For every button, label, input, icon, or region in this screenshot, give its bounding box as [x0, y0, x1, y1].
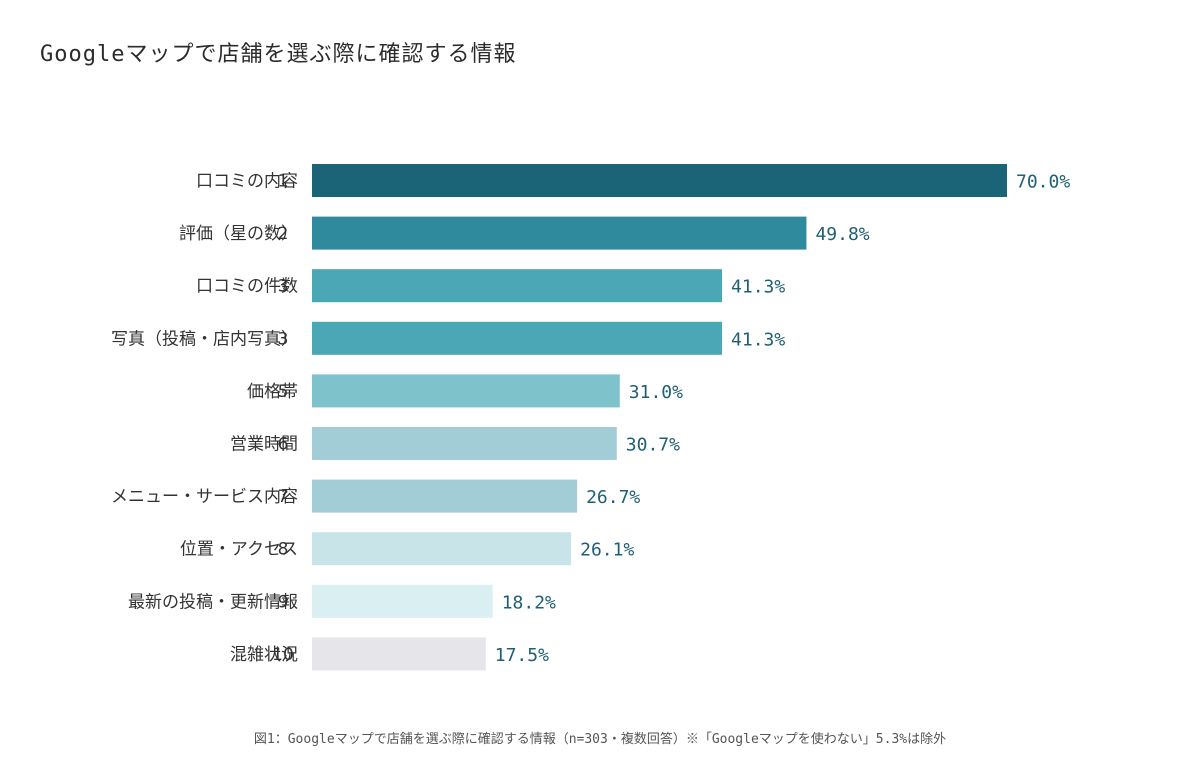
rank-label: 7: [278, 487, 289, 507]
bar: [312, 321, 723, 355]
category-label: 営業時間: [230, 435, 298, 455]
bar: [312, 427, 617, 460]
category-label: 口コミの内容: [196, 172, 298, 192]
rank-label: 1: [278, 172, 289, 192]
bar: [312, 479, 578, 513]
figure-caption: 図1：Googleマップで店舗を選ぶ際に確認する情報（n=303・複数回答）※「…: [253, 732, 947, 747]
value-label: 26.1%: [580, 540, 634, 561]
category-label: 最新の投稿・更新情報: [128, 592, 298, 612]
value-label: 26.7%: [586, 487, 640, 508]
bar-group: 評価（星の数）2 49.8%: [179, 216, 870, 250]
rank-label: 3: [278, 329, 289, 349]
bar: [312, 164, 1007, 197]
value-label: 41.3%: [731, 277, 785, 298]
rank-label: 9: [278, 592, 289, 612]
bar: [312, 269, 723, 303]
value-label: 49.8%: [815, 224, 869, 245]
value-label: 31.0%: [629, 382, 683, 403]
value-label: 70.0%: [1016, 172, 1070, 193]
category-label: 評価（星の数）: [179, 224, 298, 244]
rank-label: 3: [278, 277, 289, 297]
category-label: 位置・アクセス: [180, 540, 298, 560]
category-label: メニュー・サービス内容: [111, 487, 298, 507]
category-label: 写真（投稿・店内写真）: [111, 329, 298, 349]
category-label: 口コミの件数: [196, 277, 298, 297]
value-label: 41.3%: [731, 329, 785, 350]
bar: [312, 584, 493, 618]
rank-label: 8: [278, 540, 289, 560]
rank-label: 5: [278, 382, 289, 402]
bar: [312, 532, 572, 566]
value-label: 30.7%: [626, 435, 680, 456]
rank-label: 10: [272, 645, 294, 665]
bar: [312, 216, 807, 250]
chart-title: Googleマップで店舗を選ぶ際に確認する情報: [40, 42, 517, 67]
category-label: 価格帯: [247, 382, 298, 402]
category-label: 混雑状況: [230, 645, 298, 665]
value-label: 18.2%: [502, 592, 556, 613]
rank-label: 2: [278, 224, 289, 244]
rank-label: 6: [278, 435, 289, 455]
bar: [312, 374, 620, 408]
bar-group: 写真（投稿・店内写真）3 41.3%: [111, 321, 785, 355]
bar: [312, 637, 486, 671]
value-label: 17.5%: [495, 645, 549, 666]
